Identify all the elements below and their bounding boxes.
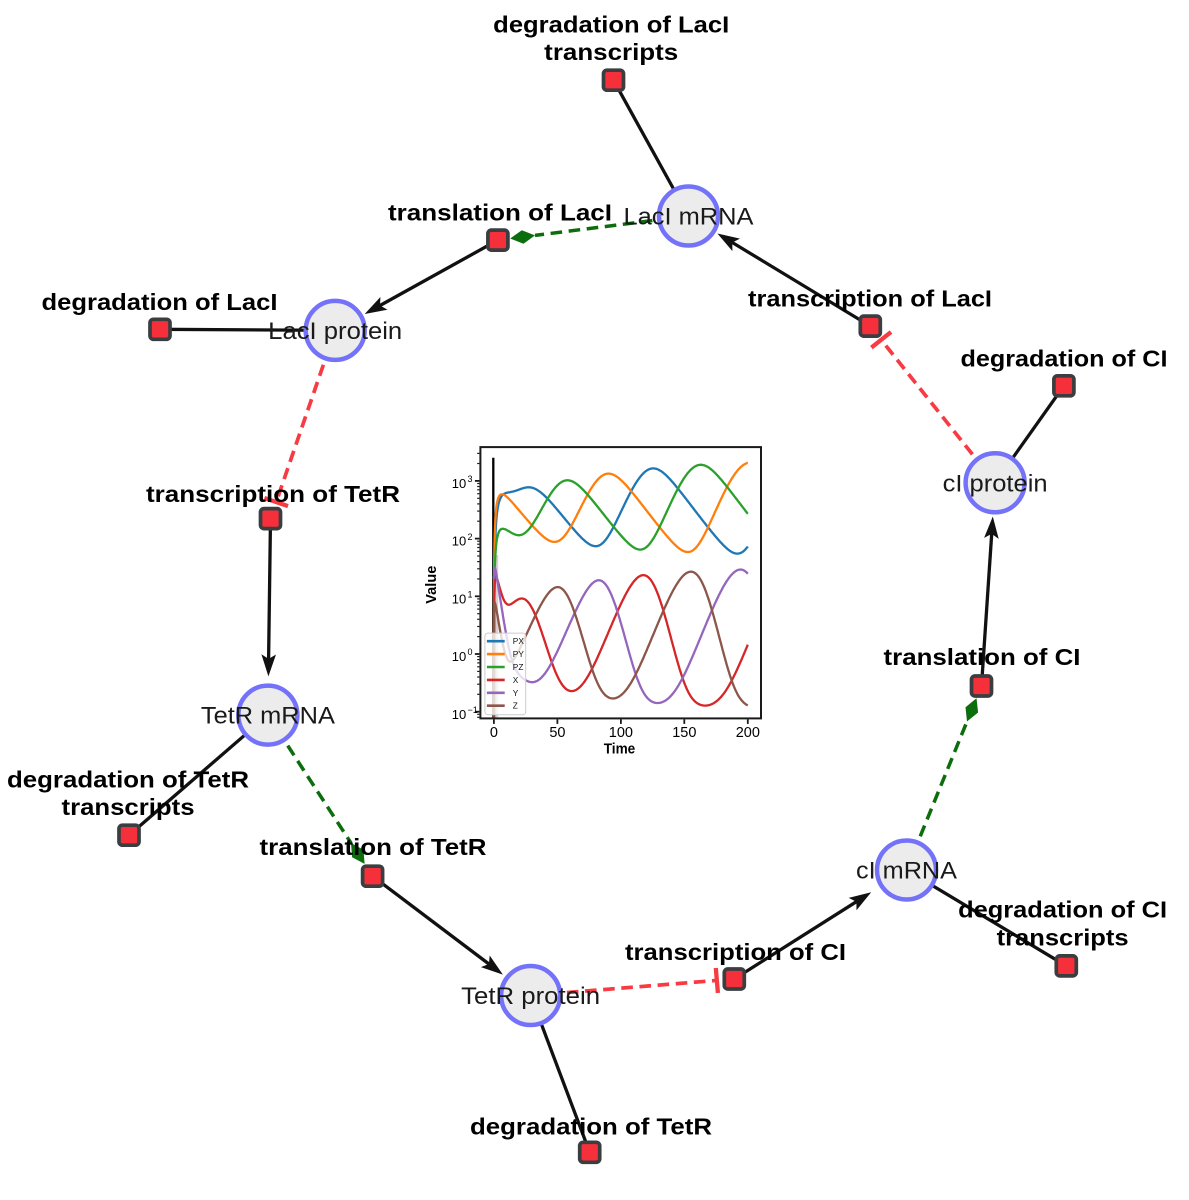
svg-text:1: 1 (468, 590, 473, 600)
svg-text:cI protein: cI protein (943, 470, 1048, 497)
svg-text:degradation of LacI: degradation of LacI (493, 12, 729, 38)
svg-text:X: X (513, 675, 519, 685)
svg-text:degradation of TetR: degradation of TetR (7, 766, 249, 792)
svg-text:10: 10 (452, 707, 466, 722)
svg-text:200: 200 (736, 725, 760, 741)
svg-text:PY: PY (513, 649, 525, 659)
svg-text:transcripts: transcripts (997, 925, 1129, 951)
svg-text:degradation of TetR: degradation of TetR (470, 1114, 712, 1140)
svg-text:translation of CI: translation of CI (884, 644, 1081, 670)
svg-text:LacI mRNA: LacI mRNA (624, 204, 755, 231)
svg-text:translation of TetR: translation of TetR (260, 834, 487, 860)
svg-text:PX: PX (513, 636, 525, 646)
svg-text:cI mRNA: cI mRNA (856, 858, 958, 885)
svg-text:Z: Z (513, 701, 518, 711)
svg-text:transcription of CI: transcription of CI (625, 939, 846, 965)
svg-text:10: 10 (452, 476, 466, 491)
svg-text:transcription of TetR: transcription of TetR (146, 481, 400, 507)
svg-text:100: 100 (609, 725, 633, 741)
svg-text:0: 0 (468, 647, 473, 657)
svg-text:transcripts: transcripts (62, 794, 195, 820)
svg-text:10: 10 (452, 649, 466, 664)
svg-text:10: 10 (452, 591, 466, 606)
svg-text:transcription of LacI: transcription of LacI (748, 286, 992, 312)
svg-text:Time: Time (604, 741, 636, 757)
svg-text:LacI protein: LacI protein (268, 318, 402, 345)
svg-text:Value: Value (424, 566, 440, 604)
svg-text:2: 2 (468, 532, 473, 542)
svg-text:0: 0 (490, 725, 498, 741)
svg-text:150: 150 (672, 725, 696, 741)
svg-text:degradation of CI: degradation of CI (961, 345, 1168, 371)
svg-text:degradation of CI: degradation of CI (958, 896, 1167, 922)
svg-text:−1: −1 (468, 705, 478, 715)
svg-text:PZ: PZ (513, 662, 524, 672)
svg-text:3: 3 (468, 474, 473, 484)
svg-text:TetR mRNA: TetR mRNA (201, 703, 336, 730)
svg-text:transcripts: transcripts (544, 39, 678, 65)
svg-text:translation of LacI: translation of LacI (388, 200, 612, 226)
svg-text:10: 10 (452, 534, 466, 549)
svg-text:degradation of LacI: degradation of LacI (42, 289, 278, 315)
svg-text:TetR protein: TetR protein (461, 983, 600, 1010)
svg-text:Y: Y (513, 688, 519, 698)
svg-text:50: 50 (549, 725, 565, 741)
